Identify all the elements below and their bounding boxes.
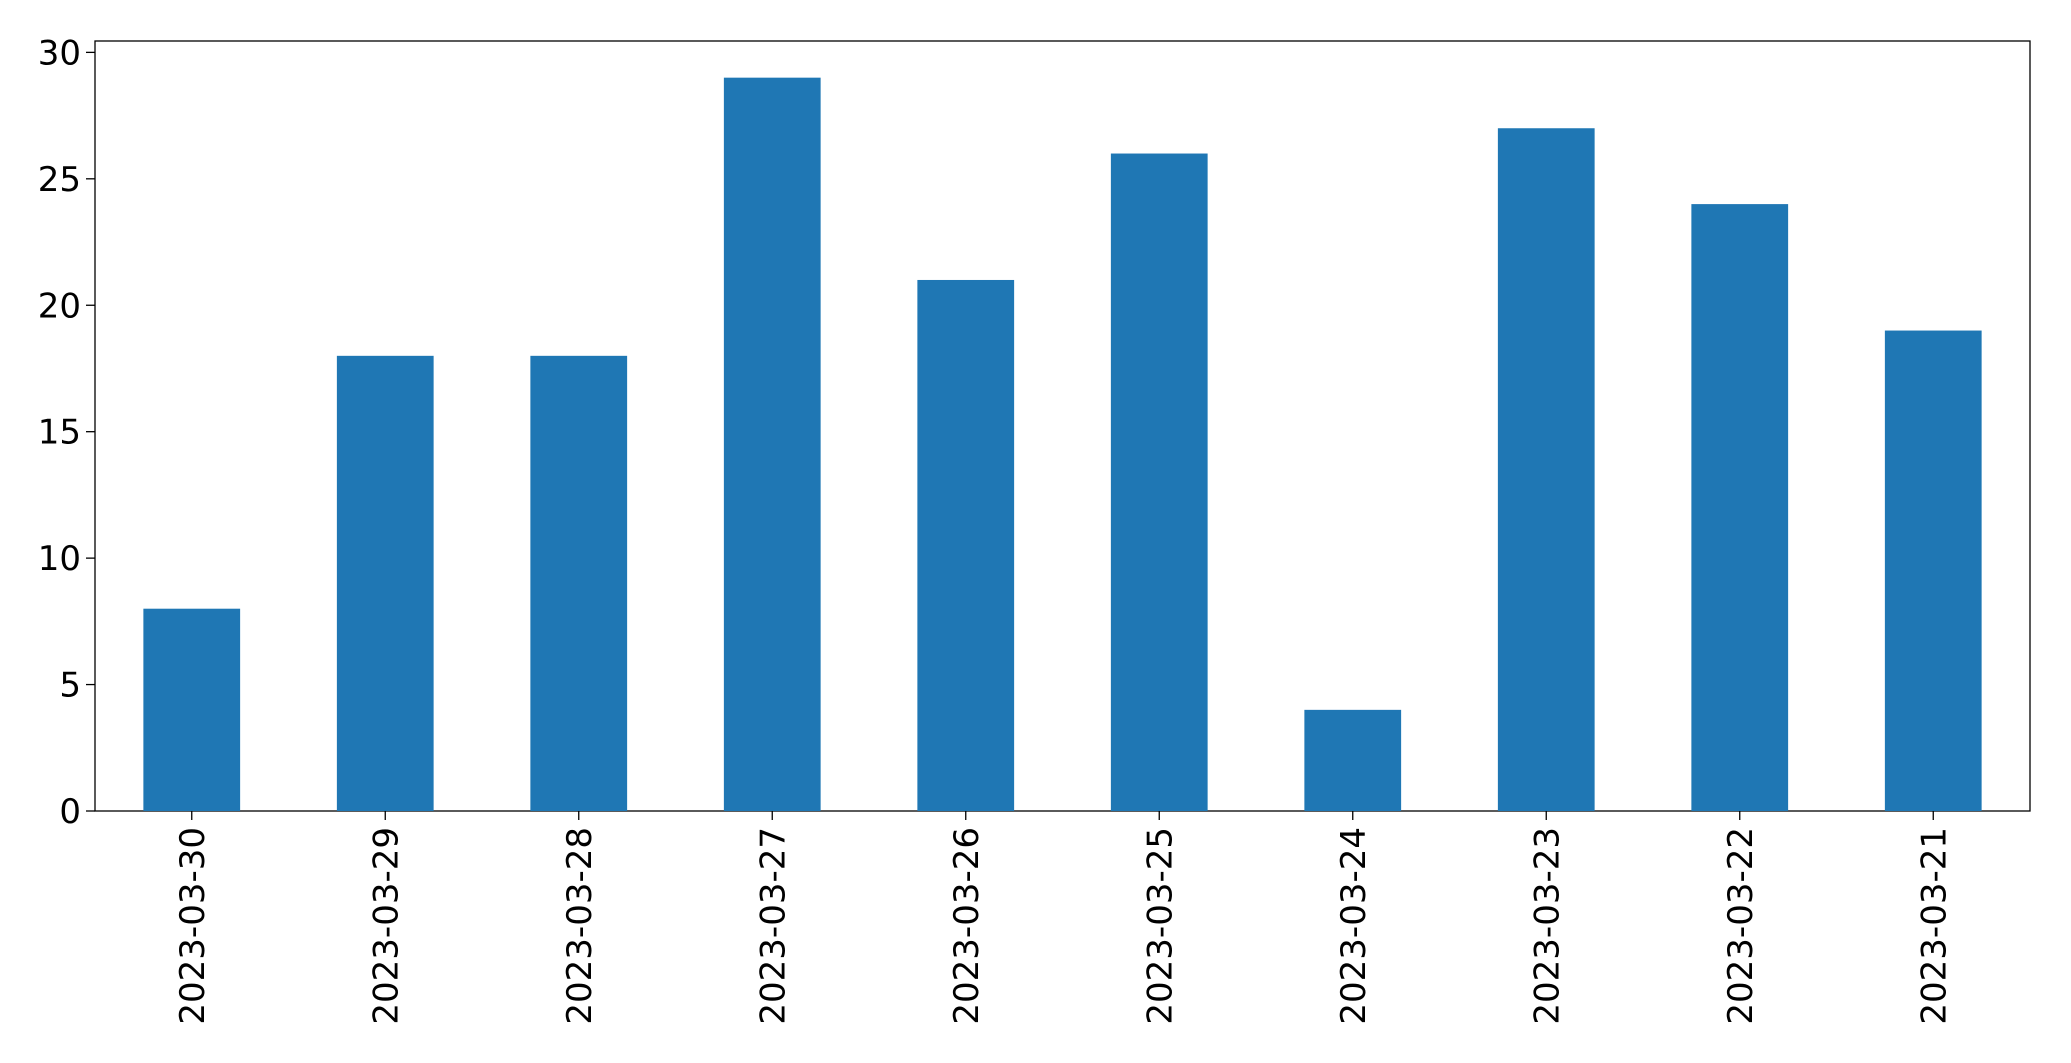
y-tick-label: 5 — [59, 666, 81, 706]
x-tick-label: 2023-03-26 — [947, 827, 987, 1025]
x-tick-label: 2023-03-24 — [1334, 827, 1374, 1025]
x-tick-label: 2023-03-22 — [1721, 827, 1761, 1025]
bar — [530, 355, 628, 811]
y-tick-label: 10 — [38, 539, 81, 579]
y-tick-label: 15 — [38, 413, 81, 453]
bar — [336, 355, 434, 811]
y-tick-label: 20 — [38, 286, 81, 326]
x-tick-label: 2023-03-28 — [560, 827, 600, 1025]
x-tick-label: 2023-03-27 — [753, 827, 793, 1025]
x-tick-label: 2023-03-23 — [1527, 827, 1567, 1025]
x-tick-label: 2023-03-25 — [1140, 827, 1180, 1025]
bar — [1497, 128, 1595, 811]
bar — [1110, 153, 1208, 811]
x-tick-label: 2023-03-30 — [173, 827, 213, 1025]
bar — [723, 77, 821, 811]
bar — [143, 608, 241, 811]
y-tick-label: 30 — [38, 33, 81, 73]
y-tick-label: 0 — [59, 792, 81, 832]
x-tick-label: 2023-03-21 — [1914, 827, 1954, 1025]
bar — [1884, 330, 1982, 811]
plot-frame — [94, 40, 2031, 812]
bar — [917, 279, 1015, 811]
y-tick-label: 25 — [38, 160, 81, 200]
bar — [1304, 709, 1402, 811]
bar — [1691, 204, 1789, 811]
x-tick-label: 2023-03-29 — [366, 827, 406, 1025]
